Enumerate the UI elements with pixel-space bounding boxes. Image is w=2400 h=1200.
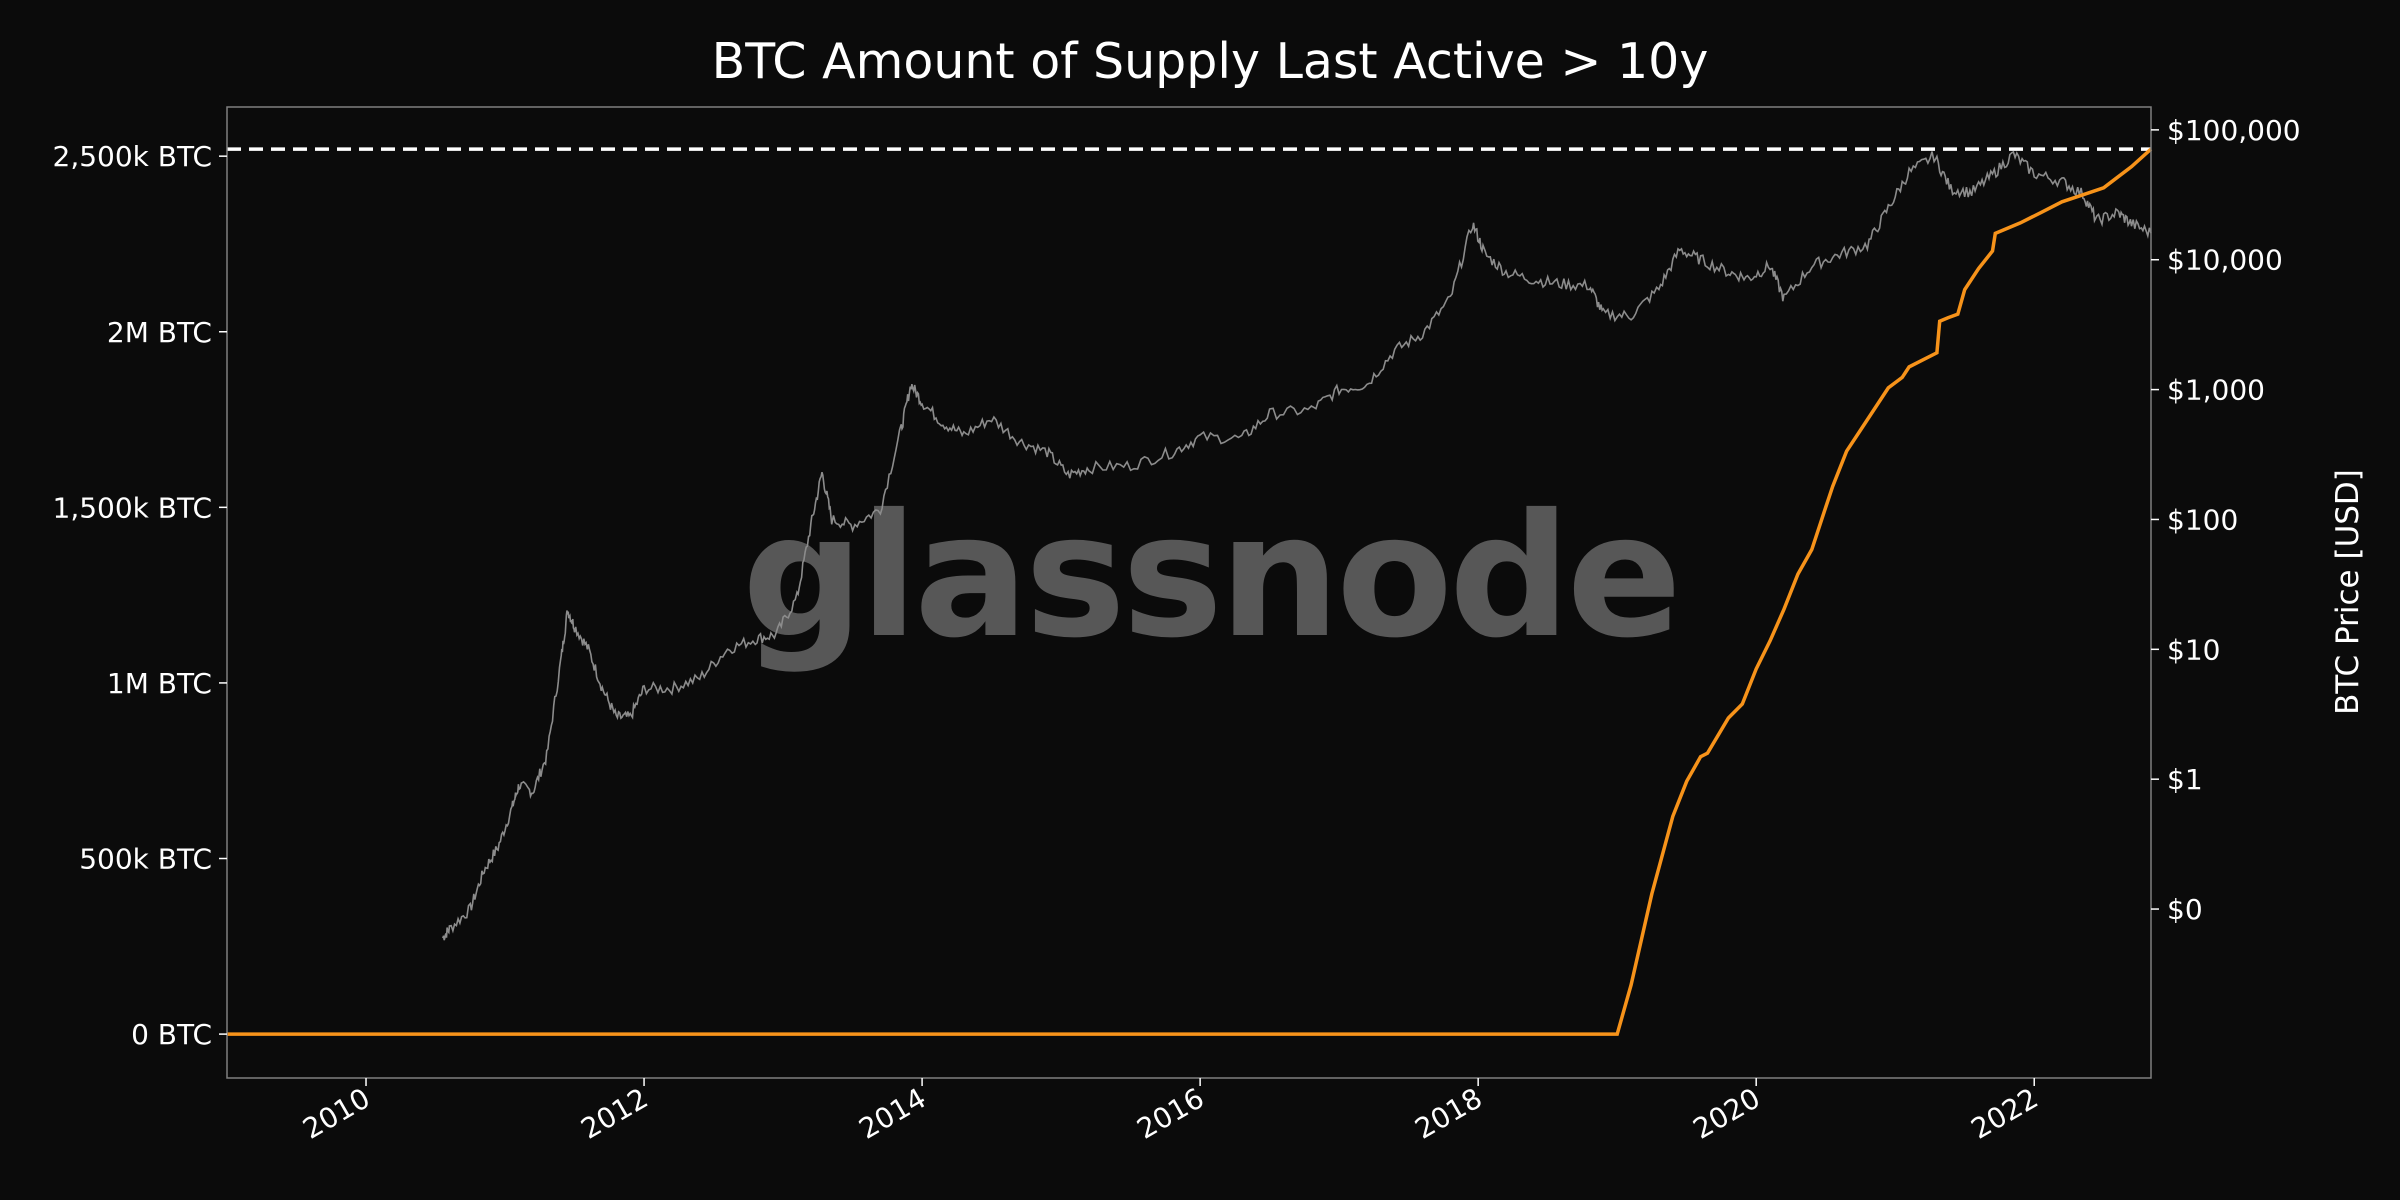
right-axis-tick-label: $10,000 <box>2167 244 2283 277</box>
right-axis-tick-label: $100,000 <box>2167 114 2301 147</box>
axes-layer: 0 BTC 500k BTC 1M BTC 1,500k BTC 2M BTC 2,500… <box>53 114 2301 1146</box>
right-axis-tick-label: $0 <box>2167 893 2203 926</box>
left-axis-tick-label: 2M BTC <box>107 316 212 349</box>
left-axis-tick-label: 2,500k BTC <box>53 140 213 173</box>
plot-layer <box>227 147 2153 1036</box>
left-axis-tick-label: 500k BTC <box>79 843 212 876</box>
chart-title: BTC Amount of Supply Last Active > 10y <box>712 33 1709 90</box>
right-axis-tick-label: $1,000 <box>2167 374 2265 407</box>
right-axis-tick-label: $10 <box>2167 633 2220 666</box>
plot-frame <box>226 106 2152 1079</box>
left-axis-tick-label: 1M BTC <box>107 667 212 700</box>
right-axis-tick-label: $1 <box>2167 763 2203 796</box>
watermark-logo: glassnode <box>742 478 1678 676</box>
series-btc-price-line <box>441 150 2152 941</box>
left-axis-tick-label: 1,500k BTC <box>53 491 213 524</box>
left-axis-tick-label: 0 BTC <box>131 1018 212 1051</box>
series-supply-10y-line <box>227 147 2153 1036</box>
right-axis-tick-label: $100 <box>2167 503 2238 536</box>
right-axis-label: BTC Price [USD] <box>2330 469 2366 715</box>
